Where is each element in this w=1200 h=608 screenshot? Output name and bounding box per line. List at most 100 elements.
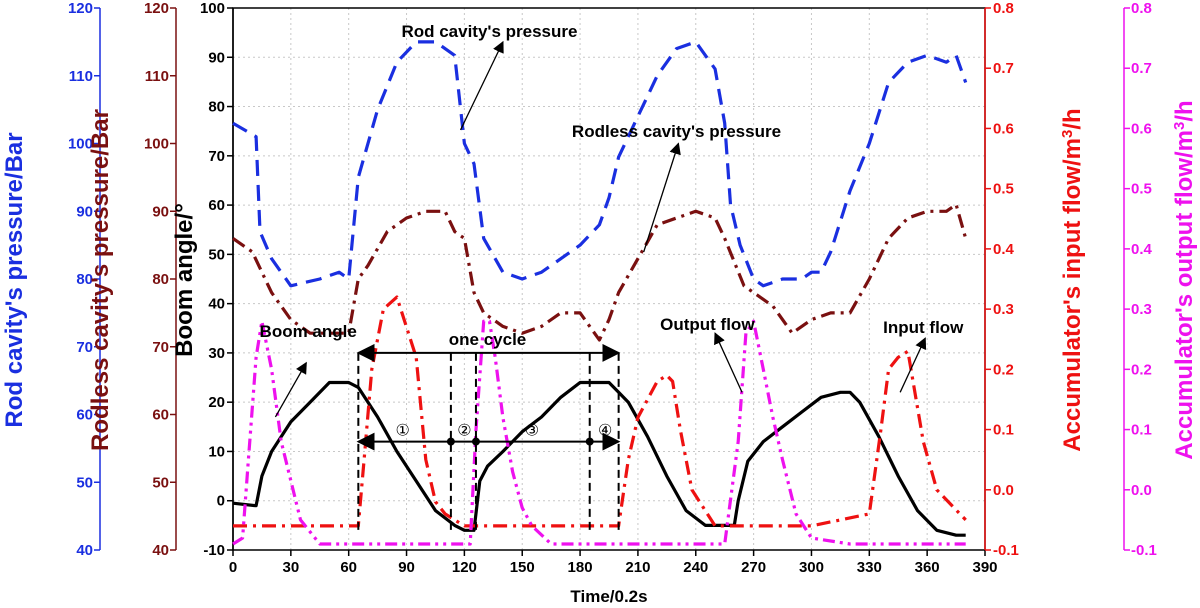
input-flow-tick-label: 0.4 (993, 241, 1015, 258)
x-tick-label: 300 (799, 559, 824, 576)
boom-angle-axis-title: Boom angle/° (171, 203, 198, 357)
output-flow-tick-label: 0.1 (1131, 422, 1152, 439)
output-flow-tick-label: 0.2 (1131, 361, 1152, 378)
output-flow-tick-label: 0.3 (1131, 301, 1152, 318)
x-axis-title: Time/0.2s (570, 587, 647, 606)
x-tick-label: 330 (857, 559, 882, 576)
boom-angle-tick-label: 70 (208, 148, 225, 165)
one-cycle-label: one cycle (449, 330, 527, 349)
rodless-pressure-tick-label: 70 (152, 339, 169, 356)
boom-angle-tick-label: -10 (203, 542, 225, 559)
rod-pressure-tick-label: 40 (76, 542, 93, 559)
x-tick-label: 180 (568, 559, 593, 576)
rodless-pressure-tick-label: 80 (152, 271, 169, 288)
input-flow-axis-title-main: Accumulator's input flow/m (1059, 138, 1086, 452)
series-line-output-flow (232, 319, 966, 546)
rod-pressure-annotation-arrow (459, 40, 504, 131)
input-flow-tick-label: -0.1 (993, 542, 1019, 559)
boom-angle-tick-label: 100 (200, 0, 225, 17)
boom-angle-tick-label: 60 (208, 197, 225, 214)
phase-label-4: ④ (598, 423, 612, 440)
output-flow-tick-label: 0.5 (1131, 181, 1152, 198)
x-tick-label: 90 (398, 559, 415, 576)
series-line-rod-pressure (232, 40, 968, 288)
rod-pressure-tick-label: 90 (76, 203, 93, 220)
boom-angle-annotation-arrow (274, 361, 307, 418)
x-tick-label: 360 (915, 559, 940, 576)
input-flow-tick-label: 0.5 (993, 181, 1014, 198)
output-flow-tick-label: 0.4 (1131, 241, 1153, 258)
output-flow-tick-label: 0.8 (1131, 0, 1152, 17)
rodless-pressure-annotation-arrow (643, 142, 681, 253)
boom-angle-tick-label: 10 (208, 443, 225, 460)
output-flow-annotation: Output flow (660, 315, 755, 334)
input-flow-annotation: Input flow (883, 318, 964, 337)
output-flow-tick-label: 0.6 (1131, 120, 1152, 137)
rodless-pressure-tick-label: 50 (152, 474, 169, 491)
x-tick-label: 210 (625, 559, 650, 576)
boom-angle-annotation: Boom angle (260, 322, 357, 341)
phase-label-1: ① (396, 423, 410, 440)
x-tick-label: 0 (229, 559, 237, 576)
x-tick-label: 390 (972, 559, 997, 576)
rodless-pressure-annotation: Rodless cavity's pressure (572, 122, 781, 141)
rodless-pressure-tick-label: 40 (152, 542, 169, 559)
series-line-rodless-pressure (232, 202, 968, 342)
input-flow-tick-label: 0.1 (993, 422, 1014, 439)
boom-angle-tick-label: 40 (208, 296, 225, 313)
input-flow-tick-label: 0.7 (993, 60, 1014, 77)
rod-pressure-axis-title: Rod cavity's pressure/Bar (1, 132, 28, 427)
output-flow-axis-title: Accumulator's output flow/m3/h (1171, 100, 1199, 459)
rodless-pressure-tick-label: 110 (145, 68, 169, 85)
rodless-pressure-tick-label: 90 (152, 203, 169, 220)
input-flow-axis-title-end: /h (1059, 108, 1086, 129)
boom-angle-tick-label: 50 (208, 246, 225, 263)
output-flow-tick-label: 0.7 (1131, 60, 1152, 77)
phase-dot (585, 437, 594, 446)
boom-angle-tick-label: 80 (208, 99, 225, 116)
output-flow-axis-title-sup: 3 (1171, 122, 1188, 130)
rodless-pressure-axis-title: Rodless cavity's pressure/Bar (87, 109, 114, 451)
input-flow-tick-label: 0.2 (993, 361, 1014, 378)
boom-angle-tick-label: 30 (208, 345, 225, 362)
phase-label-2: ② (457, 423, 471, 440)
boom-angle-tick-label: 0 (217, 493, 225, 510)
boom-angle-tick-label: 20 (208, 394, 225, 411)
output-flow-axis-title-main: Accumulator's output flow/m (1171, 130, 1198, 460)
phase-label-3: ③ (525, 423, 539, 440)
input-flow-tick-label: 0.3 (993, 301, 1014, 318)
output-flow-axis-title-end: /h (1171, 100, 1198, 121)
series-line-input-flow (233, 295, 967, 528)
rod-pressure-tick-label: 80 (76, 271, 93, 288)
input-flow-tick-label: 0.0 (993, 482, 1014, 499)
rodless-pressure-tick-label: 100 (144, 136, 169, 153)
rod-pressure-tick-label: 110 (69, 68, 93, 85)
input-flow-tick-label: 0.6 (993, 120, 1014, 137)
rod-pressure-tick-label: 100 (68, 136, 93, 153)
x-tick-label: 30 (283, 559, 300, 576)
x-tick-label: 240 (683, 559, 708, 576)
input-flow-axis-title-sup: 3 (1059, 130, 1076, 138)
x-tick-label: 150 (510, 559, 535, 576)
input-flow-axis-title: Accumulator's input flow/m3/h (1059, 108, 1087, 451)
rodless-pressure-tick-label: 60 (152, 407, 169, 424)
rod-pressure-annotation: Rod cavity's pressure (401, 22, 577, 41)
rod-pressure-tick-label: 60 (76, 407, 93, 424)
rodless-pressure-tick-label: 120 (144, 0, 169, 17)
phase-dot (446, 437, 455, 446)
output-flow-tick-label: 0.0 (1131, 482, 1152, 499)
boom-angle-tick-label: 90 (208, 49, 225, 66)
output-flow-tick-label: -0.1 (1131, 542, 1157, 559)
rod-pressure-tick-label: 50 (76, 474, 93, 491)
x-tick-label: 60 (340, 559, 357, 576)
rod-pressure-tick-label: 120 (68, 0, 93, 17)
input-flow-tick-label: 0.8 (993, 0, 1014, 17)
x-tick-label: 120 (452, 559, 477, 576)
phase-dot (471, 437, 480, 446)
input-flow-annotation-arrow (899, 337, 927, 393)
rod-pressure-tick-label: 70 (76, 339, 93, 356)
output-flow-annotation-arrow (714, 332, 743, 393)
x-tick-label: 270 (741, 559, 766, 576)
